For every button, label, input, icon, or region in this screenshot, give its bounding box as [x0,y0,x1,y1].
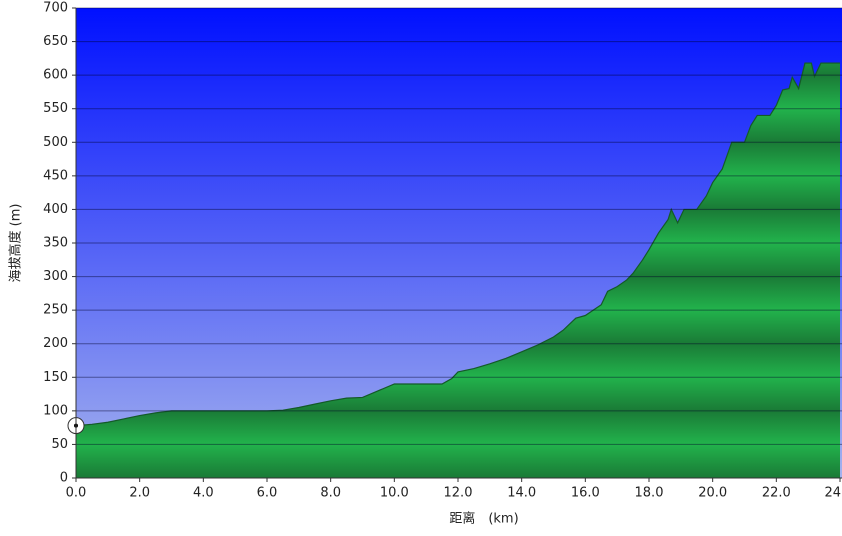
y-tick-label: 650 [43,34,68,49]
y-tick-label: 400 [43,202,68,217]
x-tick-label: 4.0 [193,486,214,501]
x-tick-label: 6.0 [257,486,278,501]
x-tick-label: 18.0 [635,486,664,501]
x-tick-label: 0.0 [66,486,87,501]
x-tick-label: 20.0 [698,486,727,501]
y-tick-label: 150 [43,370,68,385]
x-tick-label: 12.0 [444,486,473,501]
y-tick-label: 500 [43,135,68,150]
elevation-line [75,62,840,427]
x-tick-label: 22.0 [762,486,791,501]
x-tick-label: 8.0 [320,486,341,501]
y-tick-label: 550 [43,101,68,116]
elevation-area [76,63,840,479]
y-tick-label: 350 [43,236,68,251]
y-tick-label: 200 [43,336,68,351]
x-tick-label: 14.0 [507,486,536,501]
x-tick-label: 16.0 [571,486,600,501]
y-tick-label: 250 [43,303,68,318]
y-tick-label: 600 [43,68,68,83]
x-tick-label: 24 [824,486,841,501]
x-tick-label: 10.0 [380,486,409,501]
x-tick-label: 2.0 [129,486,150,501]
y-tick-label: 300 [43,269,68,284]
y-tick-label: 50 [51,437,68,452]
y-tick-label: 0 [60,471,68,486]
y-axis-label: 海拔高度 (m) [8,204,24,283]
x-axis-label: 距离 (km) [449,511,518,527]
y-tick-label: 450 [43,168,68,183]
y-tick-label: 100 [43,403,68,418]
y-tick-label: 700 [43,1,68,16]
